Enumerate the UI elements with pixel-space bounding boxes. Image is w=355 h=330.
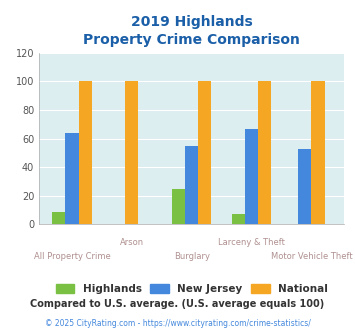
Bar	[311, 82, 324, 224]
Text: Larceny & Theft: Larceny & Theft	[218, 238, 285, 247]
Title: 2019 Highlands
Property Crime Comparison: 2019 Highlands Property Crime Comparison	[83, 15, 300, 48]
Text: Burglary: Burglary	[174, 252, 210, 261]
Bar	[172, 189, 185, 224]
Bar	[232, 214, 245, 224]
Text: Compared to U.S. average. (U.S. average equals 100): Compared to U.S. average. (U.S. average …	[31, 299, 324, 309]
Bar	[245, 129, 258, 224]
Text: Arson: Arson	[120, 238, 144, 247]
Text: All Property Crime: All Property Crime	[34, 252, 110, 261]
Bar	[298, 148, 311, 224]
Bar	[185, 146, 198, 224]
Bar	[258, 82, 271, 224]
Text: Motor Vehicle Theft: Motor Vehicle Theft	[271, 252, 352, 261]
Bar	[52, 212, 65, 224]
Bar	[198, 82, 212, 224]
Legend: Highlands, New Jersey, National: Highlands, New Jersey, National	[51, 280, 332, 298]
Bar	[78, 82, 92, 224]
Bar	[65, 133, 78, 224]
Bar	[125, 82, 138, 224]
Text: © 2025 CityRating.com - https://www.cityrating.com/crime-statistics/: © 2025 CityRating.com - https://www.city…	[45, 319, 310, 328]
